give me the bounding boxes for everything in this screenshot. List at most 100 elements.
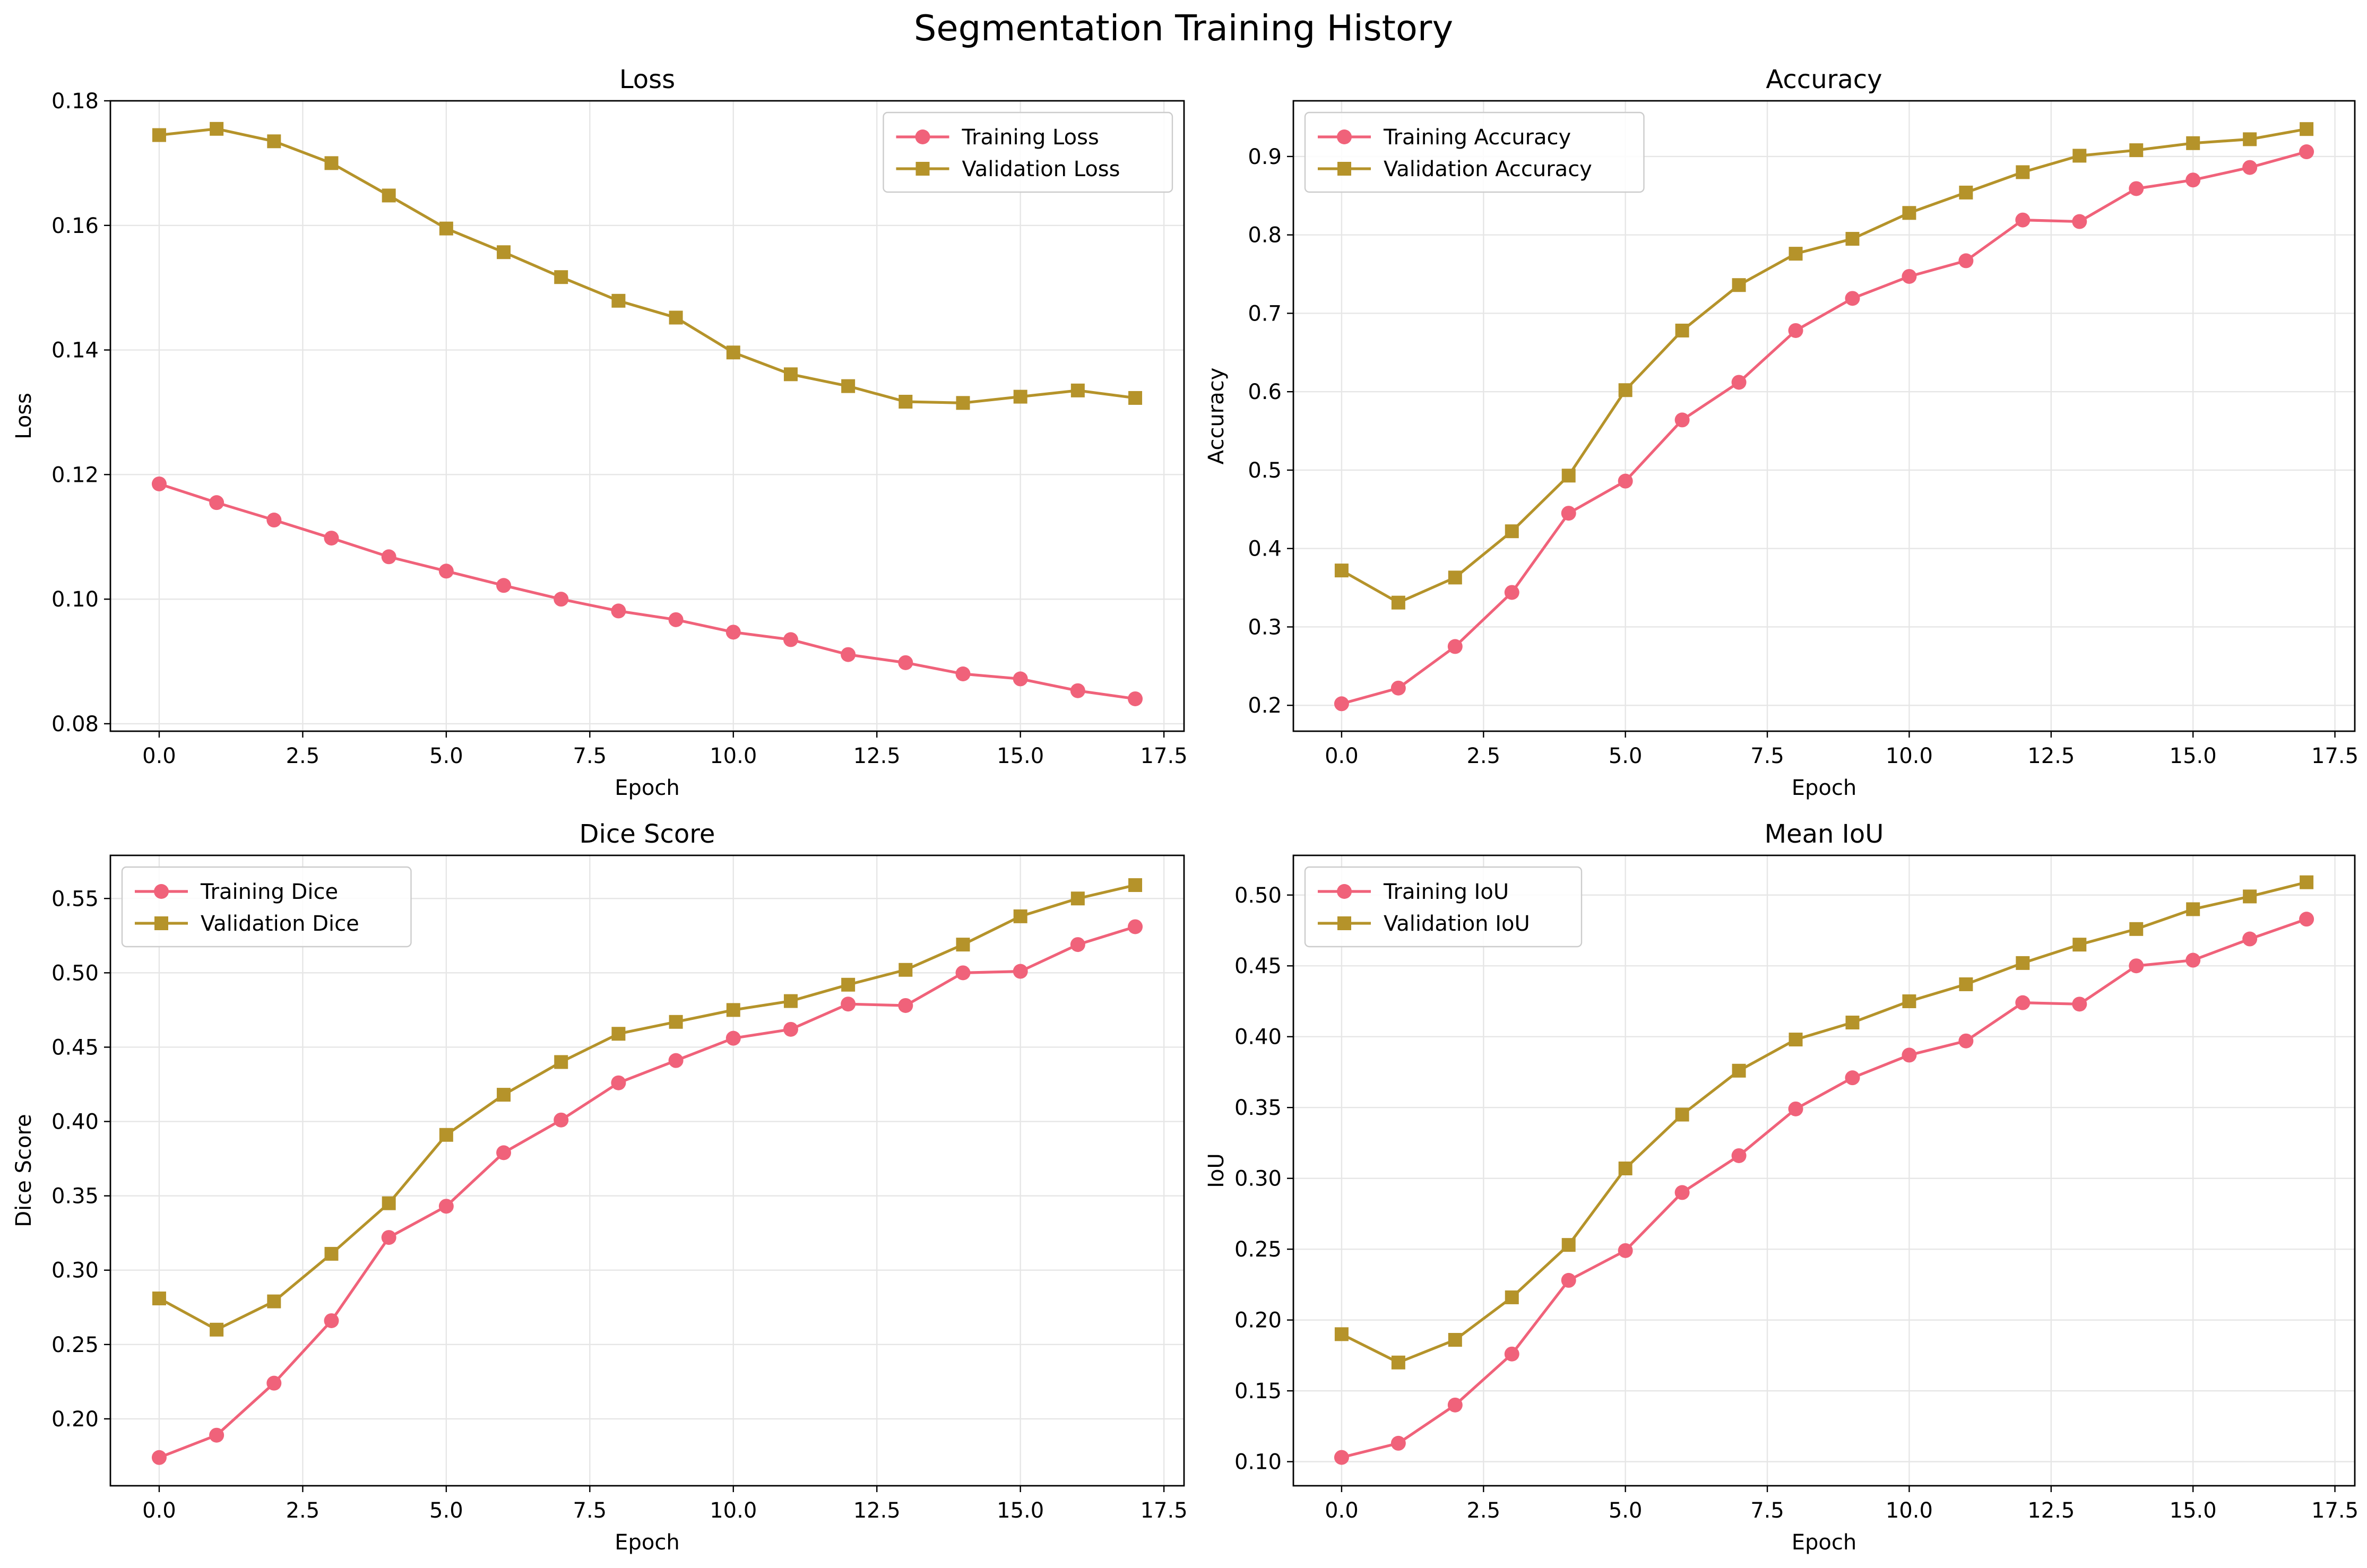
dice-score-point-validation-dice-3: [324, 1246, 339, 1261]
loss-point-validation-loss-13: [899, 395, 913, 409]
dice-score-point-training-dice-13: [898, 998, 913, 1013]
accuracy-ytick-label-0: 0.2: [1248, 694, 1282, 718]
loss-point-validation-loss-16: [1070, 383, 1085, 397]
accuracy-xtick-label-1: 2.5: [1466, 744, 1500, 768]
mean-iou-ytick-label-7: 0.45: [1234, 954, 1282, 978]
mean-iou-point-validation-iou-14: [2129, 922, 2144, 936]
dice-score-point-training-dice-6: [496, 1145, 512, 1160]
accuracy-xtick-label-4: 10.0: [1886, 744, 1933, 768]
mean-iou-point-validation-iou-17: [2300, 875, 2314, 889]
dice-score-point-validation-dice-14: [956, 938, 970, 952]
dice-score-point-validation-dice-9: [669, 1015, 683, 1029]
figure-title: Segmentation Training History: [913, 7, 1454, 49]
dice-score-point-validation-dice-8: [611, 1027, 626, 1041]
dice-score-series-training-dice: [151, 919, 1143, 1465]
accuracy-point-training-accuracy-13: [2072, 214, 2087, 229]
accuracy-ylabel: Accuracy: [1204, 368, 1229, 465]
dice-score-ytick-label-0: 0.20: [51, 1407, 99, 1432]
loss-point-validation-loss-11: [783, 367, 798, 382]
accuracy-point-training-accuracy-15: [2185, 172, 2201, 188]
dice-score-axes-frame: [109, 854, 1185, 1487]
dice-score-point-training-dice-5: [438, 1199, 454, 1214]
mean-iou-point-training-iou-12: [2015, 995, 2031, 1010]
dice-score-legend-marker-1: [154, 916, 168, 930]
accuracy-ytick-label-2: 0.4: [1248, 537, 1282, 561]
panel-loss: 0.0 2.5 5.0 7.5 10.0 12.5 15.0 17.5 0.08 0.10 0.12…: [12, 65, 1188, 800]
mean-iou-point-training-iou-15: [2185, 952, 2201, 968]
mean-iou-point-training-iou-2: [1447, 1397, 1463, 1413]
accuracy-point-training-accuracy-2: [1447, 639, 1463, 654]
loss-point-training-loss-16: [1070, 683, 1085, 698]
loss-point-validation-loss-12: [841, 379, 856, 393]
loss-point-training-loss-7: [554, 592, 569, 607]
mean-iou-point-training-iou-1: [1390, 1435, 1406, 1451]
mean-iou-point-training-iou-16: [2242, 931, 2258, 947]
dice-score-point-validation-dice-6: [497, 1088, 511, 1102]
accuracy-point-training-accuracy-6: [1674, 412, 1690, 428]
loss-series-validation-loss: [152, 122, 1143, 410]
loss-point-validation-loss-5: [439, 221, 453, 236]
accuracy-xlabel: Epoch: [1792, 776, 1856, 800]
accuracy-point-training-accuracy-1: [1390, 680, 1406, 696]
loss-point-validation-loss-15: [1013, 389, 1027, 404]
accuracy-title: Accuracy: [1766, 65, 1882, 94]
dice-score-point-training-dice-1: [209, 1427, 224, 1443]
loss-point-training-loss-9: [668, 612, 684, 627]
dice-score-point-validation-dice-4: [382, 1196, 396, 1210]
accuracy-xtick-label-2: 5.0: [1609, 744, 1643, 768]
loss-point-training-loss-0: [151, 476, 167, 491]
mean-iou-title: Mean IoU: [1765, 819, 1884, 849]
mean-iou-point-training-iou-5: [1618, 1243, 1633, 1258]
dice-score-ytick-label-7: 0.55: [51, 887, 99, 911]
accuracy-legend-box: [1304, 111, 1645, 193]
mean-iou-xtick-label-3: 7.5: [1750, 1498, 1784, 1523]
mean-iou-legend-marker-1: [1337, 916, 1351, 930]
accuracy-ytick-label-3: 0.5: [1248, 458, 1282, 483]
accuracy-point-validation-accuracy-16: [2243, 132, 2257, 146]
loss-point-validation-loss-7: [554, 270, 568, 284]
dice-score-series-validation-dice: [152, 878, 1143, 1337]
loss-title: Loss: [619, 65, 675, 94]
dice-score-point-validation-dice-1: [210, 1322, 224, 1337]
mean-iou-ytick-label-2: 0.20: [1234, 1309, 1282, 1333]
mean-iou-point-validation-iou-2: [1448, 1333, 1462, 1347]
dice-score-point-training-dice-2: [266, 1375, 282, 1391]
dice-score-xlabel: Epoch: [615, 1530, 679, 1555]
dice-score-legend-label-0: Training Dice: [200, 880, 338, 904]
dice-score-ytick-label-4: 0.40: [51, 1110, 99, 1134]
accuracy-line-validation-accuracy: [1341, 127, 2307, 604]
accuracy-point-validation-accuracy-4: [1561, 469, 1576, 483]
loss-legend-label-1: Validation Loss: [962, 157, 1120, 181]
loss-point-validation-loss-1: [210, 122, 224, 136]
mean-iou-point-training-iou-11: [1958, 1033, 1974, 1049]
loss-point-training-loss-4: [381, 549, 396, 565]
accuracy-point-validation-accuracy-6: [1675, 323, 1689, 337]
loss-point-training-loss-10: [725, 625, 741, 640]
dice-score-point-training-dice-15: [1013, 964, 1028, 979]
accuracy-xtick-label-5: 12.5: [2027, 744, 2075, 768]
mean-iou-xtick-label-6: 15.0: [2170, 1498, 2217, 1523]
mean-iou-line-validation-iou: [1341, 881, 2307, 1364]
mean-iou-point-validation-iou-8: [1789, 1033, 1803, 1047]
dice-score-xtick-label-3: 7.5: [573, 1498, 607, 1523]
accuracy-point-validation-accuracy-5: [1618, 383, 1632, 397]
accuracy-ytick-label-6: 0.8: [1248, 223, 1282, 248]
mean-iou-legend: Training IoU Validation IoU: [1304, 866, 1583, 948]
dice-score-point-training-dice-11: [783, 1021, 798, 1037]
dice-score-xtick-label-6: 15.0: [997, 1498, 1044, 1523]
mean-iou-ytick-label-0: 0.10: [1234, 1450, 1282, 1475]
loss-point-validation-loss-10: [726, 345, 740, 360]
loss-line-validation-loss: [159, 127, 1136, 404]
loss-point-training-loss-8: [611, 603, 626, 619]
dice-score-point-validation-dice-17: [1128, 878, 1143, 893]
dice-score-legend-marker-0: [154, 884, 169, 899]
accuracy-point-training-accuracy-11: [1958, 253, 1974, 268]
mean-iou-ytick-label-5: 0.35: [1234, 1096, 1282, 1120]
mean-iou-point-training-iou-9: [1845, 1070, 1860, 1086]
accuracy-point-training-accuracy-9: [1845, 291, 1860, 306]
dice-score-xtick-label-5: 12.5: [853, 1498, 901, 1523]
accuracy-ytick-label-7: 0.9: [1248, 145, 1282, 169]
loss-point-validation-loss-4: [382, 188, 396, 203]
loss-point-training-loss-6: [496, 578, 512, 593]
